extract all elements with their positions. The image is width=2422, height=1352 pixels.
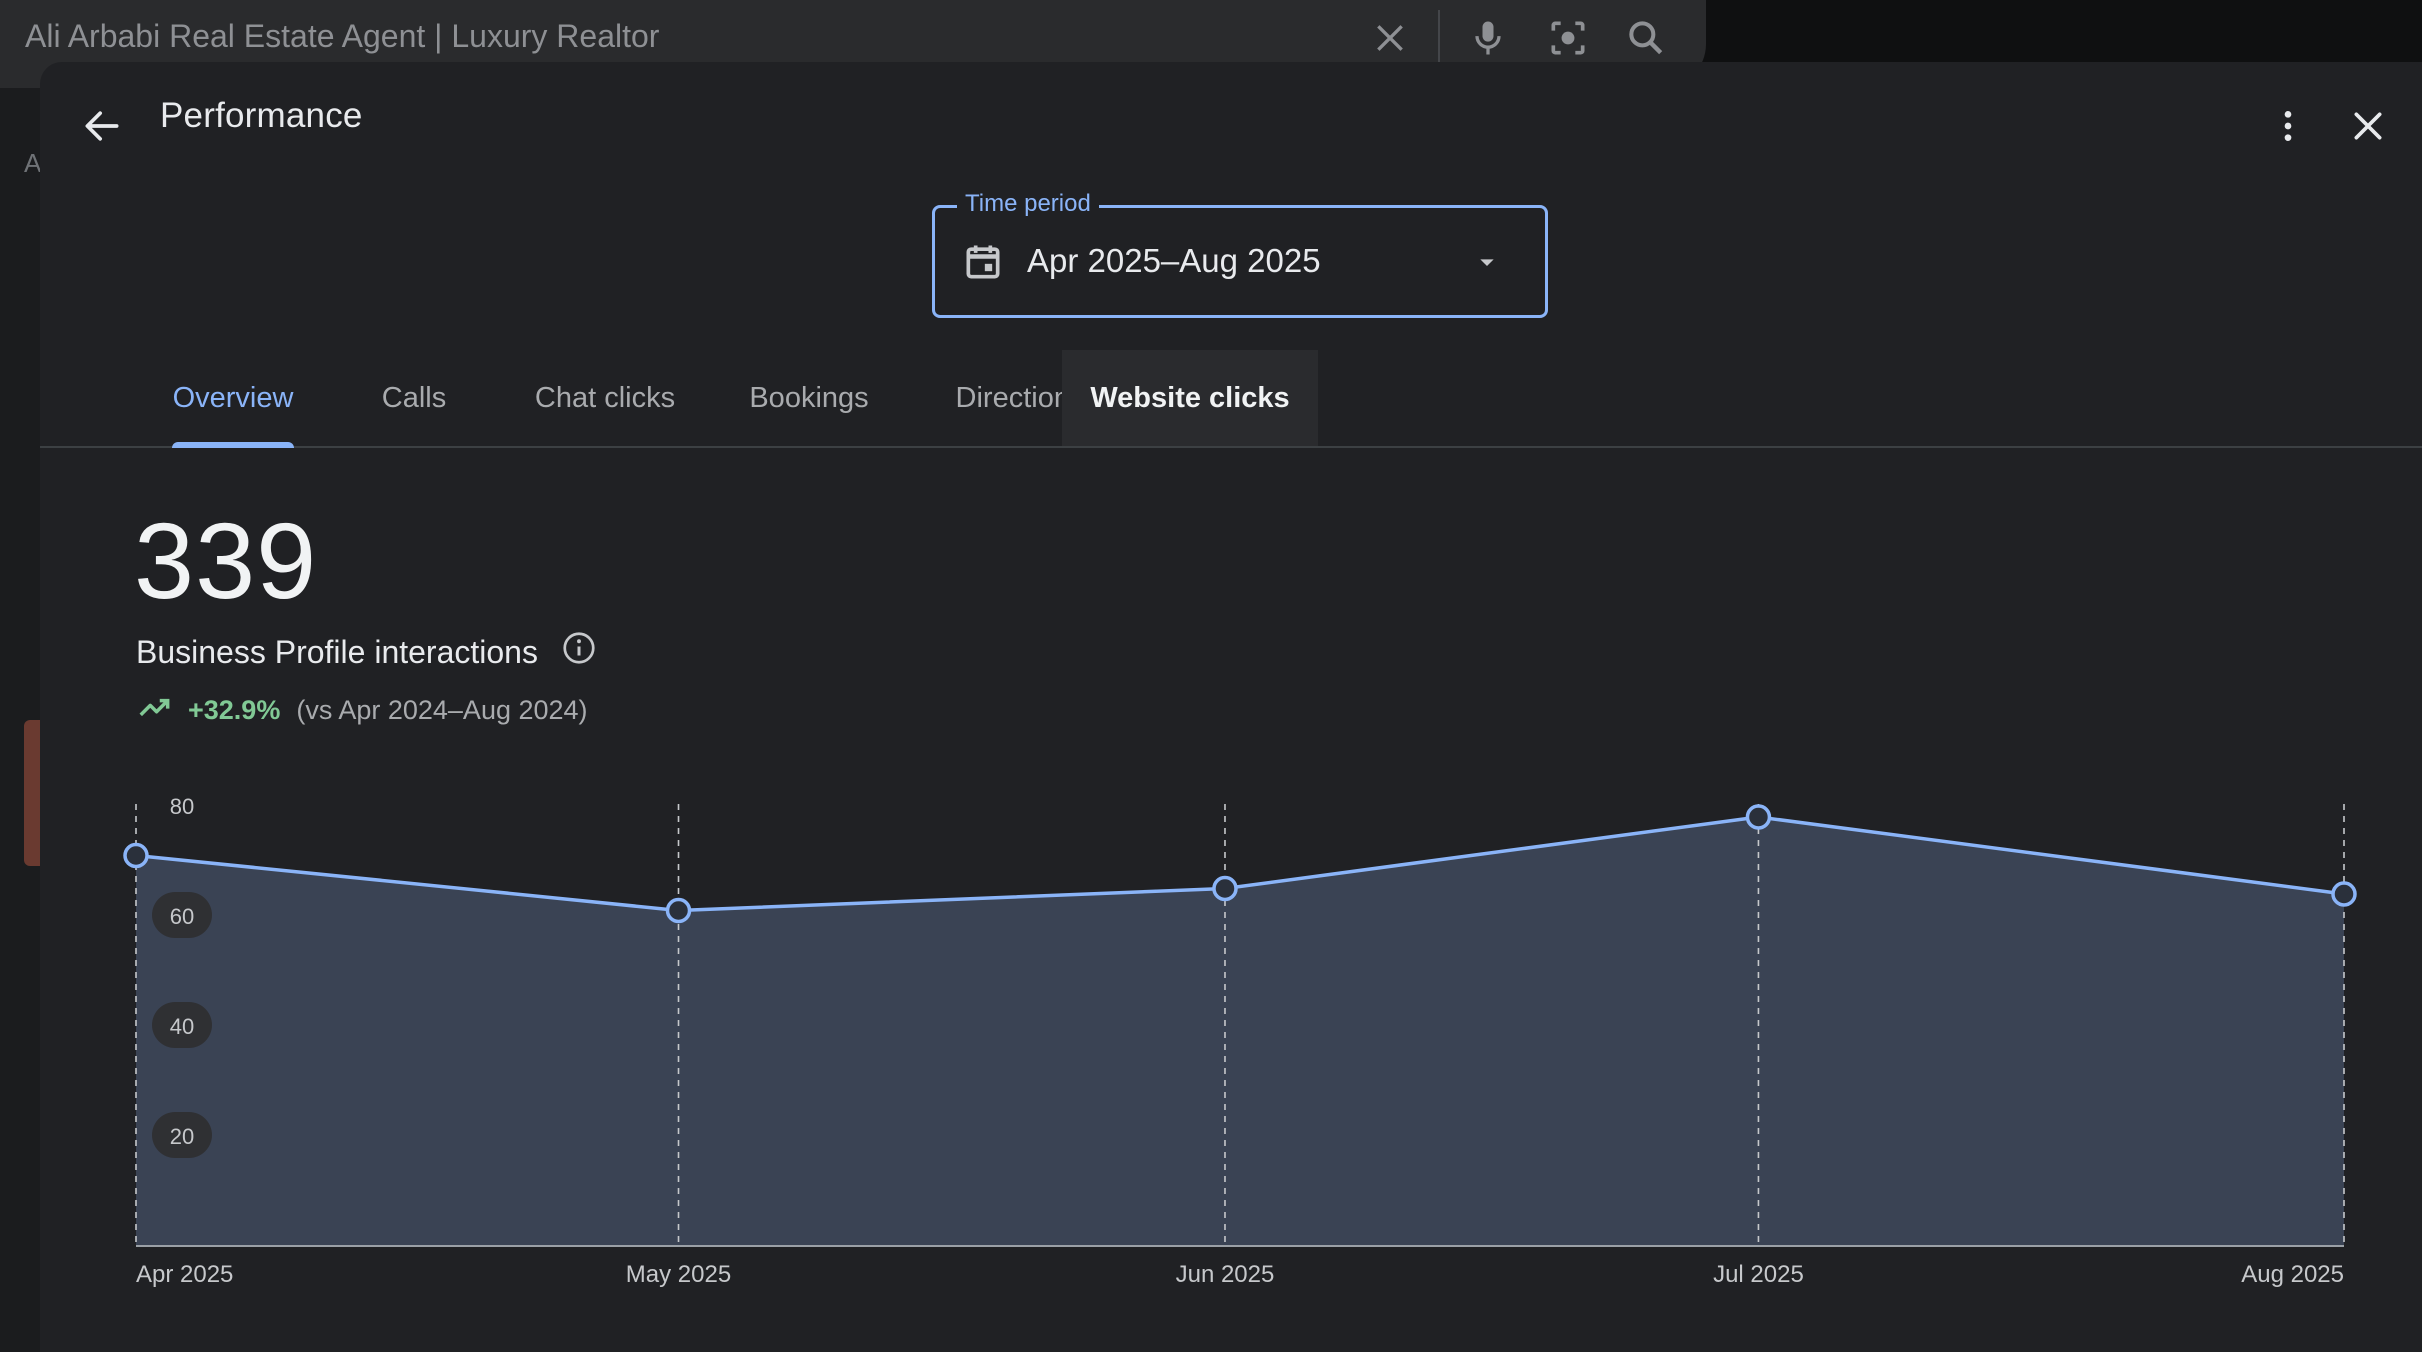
- back-arrow-icon[interactable]: [74, 98, 130, 154]
- y-tick-pill: [152, 1002, 212, 1048]
- y-tick-pill: [152, 892, 212, 938]
- time-period-label: Time period: [957, 190, 1099, 218]
- tab-website-clicks[interactable]: Website clicks: [1062, 350, 1318, 446]
- search-divider: [1438, 10, 1440, 66]
- y-tick-label: 40: [170, 1014, 194, 1039]
- tab-calls[interactable]: Calls: [381, 381, 447, 414]
- x-tick-label: Jun 2025: [1176, 1261, 1275, 1288]
- tab-bookings[interactable]: Bookings: [749, 381, 869, 414]
- info-icon[interactable]: [561, 630, 597, 674]
- x-tick-label: Apr 2025: [136, 1261, 233, 1288]
- lens-icon[interactable]: [1546, 12, 1590, 64]
- active-tab-indicator: [172, 442, 294, 448]
- interactions-label: Business Profile interactions: [136, 631, 597, 674]
- search-icon[interactable]: [1624, 12, 1668, 64]
- tab-overview[interactable]: Overview: [172, 381, 294, 414]
- dropdown-arrow-icon: [1467, 242, 1507, 282]
- close-icon[interactable]: [1370, 12, 1410, 64]
- y-tick-pill: [152, 1112, 212, 1158]
- x-tick-label: Jul 2025: [1713, 1261, 1804, 1288]
- tab-chat-clicks[interactable]: Chat clicks: [534, 381, 676, 414]
- background-letter: A: [24, 148, 42, 178]
- interactions-chart: 20 40 60 80 Apr 2025 May 2025 Jun 2025 Jul 2025…: [123, 794, 2357, 1288]
- calendar-icon: [959, 238, 1007, 286]
- y-tick-label: 20: [170, 1124, 194, 1149]
- time-period-select[interactable]: Time period Apr 2025–Aug 2025: [932, 190, 1548, 318]
- y-tick-label: 60: [170, 904, 194, 929]
- data-point: [665, 897, 692, 924]
- tab-bar: Overview Calls Chat clicks Bookings Dire…: [40, 350, 2422, 448]
- change-row: +32.9% (vs Apr 2024–Aug 2024): [136, 688, 588, 733]
- data-point: [1745, 804, 1772, 830]
- search-query[interactable]: Ali Arbabi Real Estate Agent | Luxury Re…: [25, 18, 660, 54]
- performance-dialog: Performance Time period Apr 2025–Aug 202…: [40, 62, 2422, 1352]
- y-tick-label: 80: [170, 794, 194, 819]
- trending-up-icon: [136, 688, 174, 733]
- data-point: [2331, 881, 2357, 907]
- x-tick-label: May 2025: [626, 1261, 731, 1288]
- change-comparison: (vs Apr 2024–Aug 2024): [296, 695, 588, 725]
- background-accent: [24, 720, 40, 866]
- data-point: [123, 842, 149, 869]
- close-icon[interactable]: [2340, 98, 2396, 154]
- x-tick-label: Aug 2025: [2241, 1261, 2344, 1288]
- chart-area-fill: [136, 817, 2344, 1246]
- more-vert-icon[interactable]: [2260, 98, 2316, 154]
- data-point: [1212, 875, 1238, 902]
- page-title: Performance: [160, 96, 363, 135]
- interactions-total: 339: [134, 500, 318, 621]
- change-percent: +32.9%: [188, 695, 281, 725]
- time-period-value: Apr 2025–Aug 2025: [1027, 242, 1321, 279]
- mic-icon[interactable]: [1466, 12, 1510, 64]
- interactions-label-text: Business Profile interactions: [136, 634, 538, 670]
